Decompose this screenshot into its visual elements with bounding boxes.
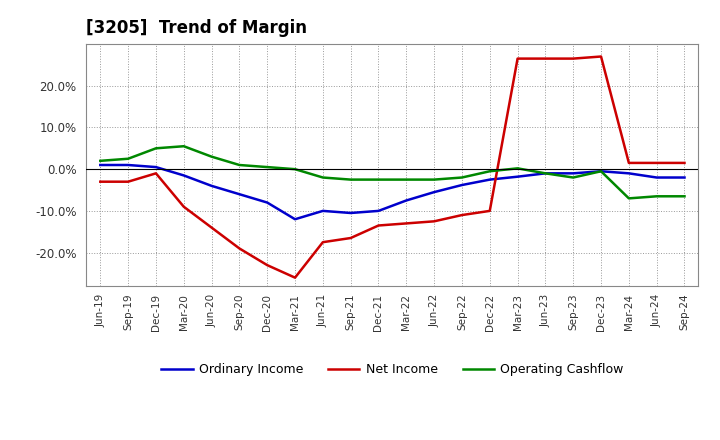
- Ordinary Income: [291, 216, 300, 222]
- Net Income: [569, 56, 577, 61]
- Net Income: [430, 219, 438, 224]
- Operating Cashflow: [318, 175, 327, 180]
- Operating Cashflow: [541, 171, 550, 176]
- Net Income: [318, 239, 327, 245]
- Net Income: [263, 263, 271, 268]
- Ordinary Income: [597, 169, 606, 174]
- Ordinary Income: [318, 208, 327, 213]
- Operating Cashflow: [124, 156, 132, 161]
- Operating Cashflow: [680, 194, 689, 199]
- Net Income: [680, 160, 689, 165]
- Net Income: [597, 54, 606, 59]
- Ordinary Income: [652, 175, 661, 180]
- Ordinary Income: [374, 208, 383, 213]
- Legend: Ordinary Income, Net Income, Operating Cashflow: Ordinary Income, Net Income, Operating C…: [156, 359, 629, 381]
- Net Income: [513, 56, 522, 61]
- Ordinary Income: [458, 183, 467, 188]
- Net Income: [652, 160, 661, 165]
- Net Income: [207, 225, 216, 230]
- Net Income: [485, 208, 494, 213]
- Operating Cashflow: [569, 175, 577, 180]
- Operating Cashflow: [430, 177, 438, 182]
- Ordinary Income: [235, 191, 243, 197]
- Net Income: [624, 160, 633, 165]
- Operating Cashflow: [402, 177, 410, 182]
- Text: [3205]  Trend of Margin: [3205] Trend of Margin: [86, 19, 307, 37]
- Ordinary Income: [430, 190, 438, 195]
- Ordinary Income: [263, 200, 271, 205]
- Ordinary Income: [402, 198, 410, 203]
- Ordinary Income: [513, 174, 522, 180]
- Line: Operating Cashflow: Operating Cashflow: [100, 146, 685, 198]
- Operating Cashflow: [179, 143, 188, 149]
- Operating Cashflow: [96, 158, 104, 164]
- Net Income: [346, 235, 355, 241]
- Net Income: [402, 221, 410, 226]
- Net Income: [291, 275, 300, 280]
- Operating Cashflow: [235, 162, 243, 168]
- Ordinary Income: [541, 171, 550, 176]
- Line: Net Income: Net Income: [100, 56, 685, 278]
- Operating Cashflow: [346, 177, 355, 182]
- Net Income: [152, 171, 161, 176]
- Ordinary Income: [207, 183, 216, 188]
- Operating Cashflow: [458, 175, 467, 180]
- Operating Cashflow: [624, 196, 633, 201]
- Ordinary Income: [569, 171, 577, 176]
- Operating Cashflow: [291, 166, 300, 172]
- Ordinary Income: [485, 177, 494, 182]
- Operating Cashflow: [207, 154, 216, 159]
- Net Income: [96, 179, 104, 184]
- Ordinary Income: [680, 175, 689, 180]
- Operating Cashflow: [374, 177, 383, 182]
- Ordinary Income: [96, 162, 104, 168]
- Ordinary Income: [179, 173, 188, 178]
- Net Income: [458, 213, 467, 218]
- Net Income: [124, 179, 132, 184]
- Net Income: [541, 56, 550, 61]
- Net Income: [179, 204, 188, 209]
- Ordinary Income: [124, 162, 132, 168]
- Net Income: [235, 246, 243, 251]
- Ordinary Income: [152, 165, 161, 170]
- Operating Cashflow: [652, 194, 661, 199]
- Operating Cashflow: [263, 165, 271, 170]
- Operating Cashflow: [513, 166, 522, 171]
- Operating Cashflow: [152, 146, 161, 151]
- Net Income: [374, 223, 383, 228]
- Line: Ordinary Income: Ordinary Income: [100, 165, 685, 219]
- Operating Cashflow: [485, 169, 494, 174]
- Ordinary Income: [346, 210, 355, 216]
- Ordinary Income: [624, 171, 633, 176]
- Operating Cashflow: [597, 169, 606, 174]
